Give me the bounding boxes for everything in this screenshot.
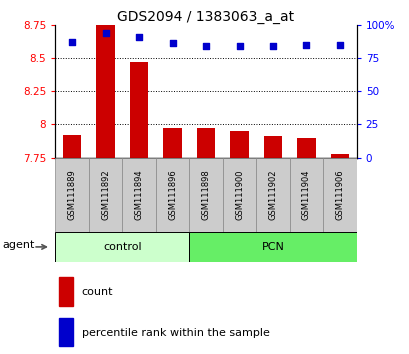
Text: GSM111906: GSM111906 xyxy=(335,169,344,220)
Bar xyxy=(96,25,115,158)
Text: GSM111892: GSM111892 xyxy=(101,169,110,220)
Text: GSM111896: GSM111896 xyxy=(168,169,177,220)
Text: agent: agent xyxy=(3,240,35,250)
Bar xyxy=(263,136,281,158)
Bar xyxy=(55,232,189,262)
Bar xyxy=(130,62,148,158)
Point xyxy=(269,43,276,49)
Bar xyxy=(155,158,189,232)
Point xyxy=(336,42,342,47)
Bar xyxy=(89,158,122,232)
Point xyxy=(102,30,109,35)
Bar xyxy=(55,158,89,232)
Text: GSM111900: GSM111900 xyxy=(234,170,243,220)
Bar xyxy=(230,131,248,158)
Bar xyxy=(322,158,356,232)
Text: GSM111894: GSM111894 xyxy=(134,169,143,220)
Bar xyxy=(289,158,322,232)
Title: GDS2094 / 1383063_a_at: GDS2094 / 1383063_a_at xyxy=(117,10,294,24)
Point xyxy=(202,43,209,49)
Text: control: control xyxy=(103,242,141,252)
Bar xyxy=(256,158,289,232)
Bar xyxy=(163,129,181,158)
Point xyxy=(135,34,142,40)
Point xyxy=(302,42,309,47)
Bar xyxy=(189,158,222,232)
Bar xyxy=(330,154,348,158)
Text: GSM111898: GSM111898 xyxy=(201,169,210,220)
Point xyxy=(169,40,175,46)
Bar xyxy=(297,138,315,158)
Bar xyxy=(222,158,256,232)
Text: GSM111904: GSM111904 xyxy=(301,170,310,220)
Text: GSM111889: GSM111889 xyxy=(67,169,76,220)
Bar xyxy=(189,232,356,262)
Bar xyxy=(58,277,73,306)
Text: count: count xyxy=(81,287,113,297)
Bar xyxy=(58,318,73,346)
Text: GSM111902: GSM111902 xyxy=(268,170,277,220)
Bar xyxy=(122,158,155,232)
Bar xyxy=(196,129,215,158)
Bar xyxy=(63,135,81,158)
Text: PCN: PCN xyxy=(261,242,284,252)
Text: percentile rank within the sample: percentile rank within the sample xyxy=(81,327,269,338)
Point xyxy=(69,39,75,45)
Point xyxy=(236,43,242,49)
